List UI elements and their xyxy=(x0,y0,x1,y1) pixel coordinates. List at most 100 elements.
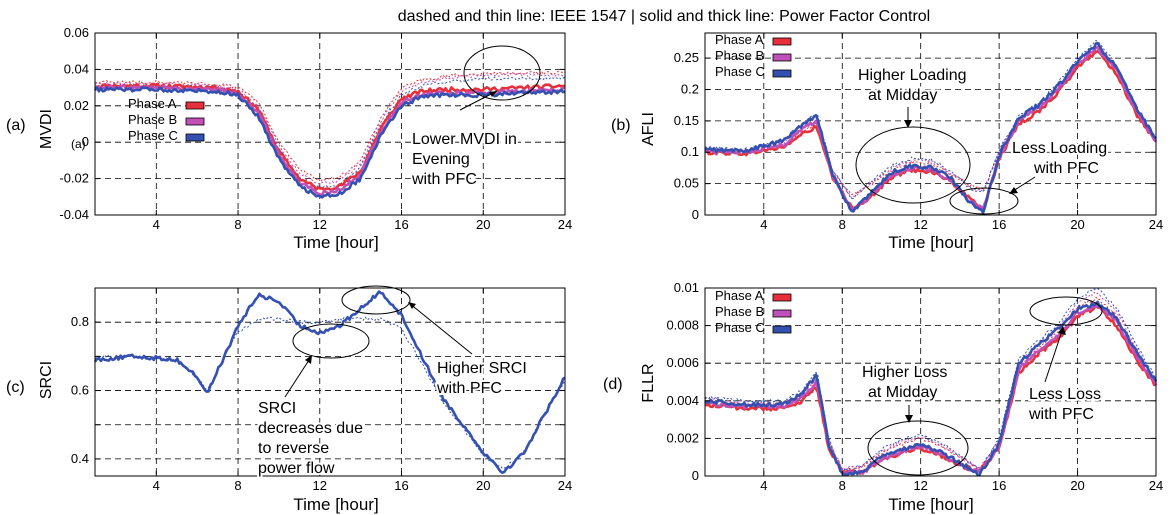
annotation-line: SRCI xyxy=(258,400,296,417)
y-tick-label: 0.002 xyxy=(666,430,699,445)
plot-background xyxy=(95,288,565,476)
y-tick-label: 0.01 xyxy=(674,280,699,295)
legend-swatch xyxy=(185,117,205,126)
y-tick-label: 0.004 xyxy=(666,393,699,408)
panel-d: (d) 4 8 12 16 20 2400.0020.0040.0060.0080.01 … xyxy=(603,280,1163,514)
y-tick-label: 0.6 xyxy=(71,383,89,398)
legend-label: Phase A xyxy=(715,32,764,47)
annotation-arrowhead xyxy=(905,415,913,423)
series-line xyxy=(704,303,1158,476)
annotation-ellipse-evening xyxy=(463,45,541,101)
legend-swatch xyxy=(772,309,792,318)
legend-swatch xyxy=(772,53,792,62)
series-group xyxy=(704,40,1157,215)
panel-label: (d) xyxy=(603,376,623,393)
annotation-line: power flow xyxy=(258,460,335,477)
series-line xyxy=(94,70,566,183)
annotation-ellipse-higher xyxy=(341,285,411,315)
y-tick-label: 0.2 xyxy=(681,81,699,96)
plot-frame xyxy=(94,287,566,477)
annotation-line: Less Loss xyxy=(1029,386,1101,403)
x-tick-label: 8 xyxy=(839,478,846,493)
x-tick-label: 24 xyxy=(558,217,572,232)
figure-suptitle: dashed and thin line: IEEE 1547 | solid … xyxy=(398,8,930,25)
x-axis-label: Time [hour] xyxy=(888,495,973,514)
x-tick-label: 4 xyxy=(153,478,160,493)
annotation-ellipse-pfc xyxy=(1029,296,1103,326)
y-axis-label: MVDI xyxy=(38,109,55,149)
x-tick-label: 8 xyxy=(234,217,241,232)
x-tick-label: 4 xyxy=(760,478,767,493)
legend-swatch xyxy=(772,325,792,334)
annotation-text: Higher SRCI with PFC SRCI decreases due … xyxy=(256,358,529,479)
annotation-ellipse-midday xyxy=(855,126,971,204)
annotation-arrowhead xyxy=(305,355,312,364)
panel-label: (c) xyxy=(6,379,25,396)
x-tick-label: 12 xyxy=(313,217,327,232)
y-axis-label: FLLR xyxy=(640,363,657,402)
legend-swatch xyxy=(185,101,205,110)
y-tick-label: 0.25 xyxy=(674,50,699,65)
extra-panel-label: (a) xyxy=(71,137,86,151)
plot-frame xyxy=(704,287,1157,477)
legend-label: Phase A xyxy=(128,96,177,111)
x-tick-label: 20 xyxy=(1070,478,1084,493)
annotation-line: to reverse xyxy=(258,440,329,457)
x-tick-label: 8 xyxy=(234,478,241,493)
panel-label: (b) xyxy=(611,117,631,134)
x-axis-label: Time [hour] xyxy=(888,233,973,252)
y-tick-label: -0.04 xyxy=(59,207,89,222)
series-line xyxy=(704,300,1158,477)
panel-c: (c) 4 8 12 16 20 24 0.4 0.6 0.8 SRCI Time [hour]… xyxy=(6,285,572,514)
x-tick-label: 4 xyxy=(760,217,767,232)
plot-frame xyxy=(94,32,566,216)
legend-swatch xyxy=(772,69,792,78)
series-line xyxy=(93,86,566,199)
annotation-line: Lower MVDI in xyxy=(412,131,517,148)
x-tick-label: 20 xyxy=(1070,217,1084,232)
annotation-ellipse-reverse-flow xyxy=(292,323,370,359)
x-tick-label: 12 xyxy=(913,478,927,493)
x-tick-label: 24 xyxy=(1149,478,1163,493)
y-axis-label: AFLI xyxy=(640,112,657,146)
y-tick-label: 0 xyxy=(82,134,89,149)
y-tick-label: 0 xyxy=(692,468,699,483)
x-tick-label: 20 xyxy=(476,217,490,232)
series-group xyxy=(704,288,1158,477)
series-group xyxy=(93,290,566,475)
annotation-line: with PFC xyxy=(1028,406,1094,423)
series-line xyxy=(93,290,566,475)
legend-swatch xyxy=(772,293,792,302)
legend-label: Phase B xyxy=(715,48,764,63)
plot-background xyxy=(705,288,1156,476)
x-tick-label: 8 xyxy=(839,217,846,232)
annotation-line: Higher SRCI xyxy=(437,360,527,377)
x-tick-label: 16 xyxy=(992,217,1006,232)
annotation-text: Higher Loading at Midday Less Loading wi… xyxy=(856,65,1109,179)
legend-label: Phase C xyxy=(128,128,178,143)
y-tick-label: 0.1 xyxy=(681,144,699,159)
annotation-text: Lower MVDI in Evening with PFC xyxy=(409,129,519,190)
x-tick-label: 12 xyxy=(313,478,327,493)
y-tick-label: 0.02 xyxy=(64,98,89,113)
x-tick-label: 24 xyxy=(1149,217,1163,232)
y-tick-label: 0.04 xyxy=(64,61,89,76)
x-tick-label: 16 xyxy=(394,478,408,493)
panel-b: (b) 4 8 12 16 20 24 0 0.05 0.1 0.15 0.2 0.25 AFLI T… xyxy=(611,32,1163,252)
x-tick-label: 16 xyxy=(394,217,408,232)
annotation-line: at Midday xyxy=(868,87,937,104)
x-tick-label: 12 xyxy=(913,217,927,232)
annotation-line: Higher Loss xyxy=(862,364,947,381)
annotation-line: Evening xyxy=(412,151,470,168)
series-group xyxy=(93,70,566,199)
x-tick-label: 24 xyxy=(558,478,572,493)
x-tick-label: 16 xyxy=(992,478,1006,493)
x-axis-label: Time [hour] xyxy=(293,233,378,252)
legend-label: Phase A xyxy=(715,288,764,303)
plot-background xyxy=(95,33,565,215)
y-axis-label: SRCI xyxy=(38,361,55,399)
annotation-line: Higher Loading xyxy=(858,67,967,84)
